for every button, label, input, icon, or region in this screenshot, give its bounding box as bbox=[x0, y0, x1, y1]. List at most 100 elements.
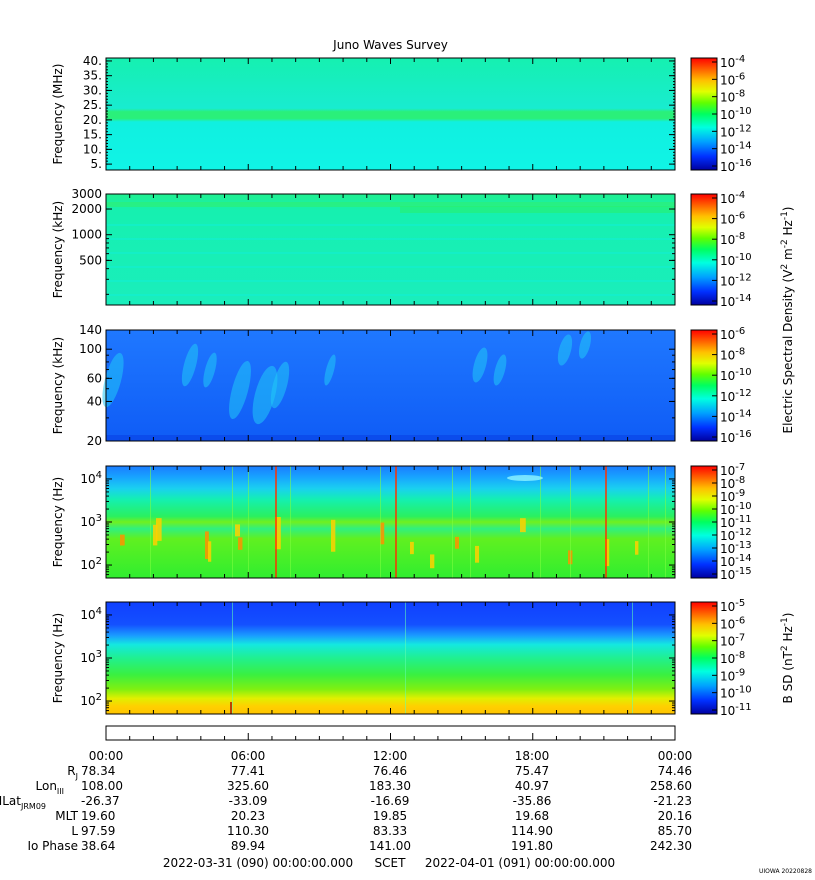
x-tick-label: 12:00 bbox=[373, 749, 408, 763]
colorbar-tick-label: 10-8 bbox=[720, 231, 745, 247]
y-tick-label: 30. bbox=[83, 83, 102, 97]
y-tick-label: 40 bbox=[87, 394, 102, 408]
x-tick-label: 06:00 bbox=[231, 749, 266, 763]
ephemeris-value: -33.09 bbox=[229, 794, 268, 808]
x-tick-label: 00:00 bbox=[658, 749, 693, 763]
spectral-line bbox=[106, 266, 675, 268]
y-tick-label: 25. bbox=[83, 98, 102, 112]
ephemeris-value: 20.16 bbox=[658, 809, 692, 823]
spectrogram-panel1 bbox=[106, 58, 675, 170]
y-tick-label: 100 bbox=[79, 342, 102, 356]
colorbar-tick-label: 10-8 bbox=[720, 475, 745, 491]
colorbar-panel3 bbox=[690, 329, 718, 442]
wave-burst bbox=[331, 519, 336, 552]
emission-streak bbox=[229, 360, 251, 420]
emission-streak bbox=[102, 352, 124, 408]
ephemeris-label: Io Phase bbox=[27, 839, 78, 853]
ephemeris-value: 242.30 bbox=[650, 839, 692, 853]
impulse-line bbox=[395, 466, 397, 578]
ephemeris-value: 258.60 bbox=[650, 779, 692, 793]
y-tick-label: 5. bbox=[91, 157, 102, 171]
emission-streak bbox=[270, 361, 290, 409]
ephemeris-value: 141.00 bbox=[369, 839, 411, 853]
colorbar-tick-label: 10-12 bbox=[720, 272, 752, 288]
impulse-line bbox=[648, 466, 649, 578]
wave-burst bbox=[205, 531, 209, 559]
colorbar-tick-label: 10-10 bbox=[720, 252, 752, 268]
spectrogram-panel4 bbox=[106, 466, 675, 578]
colorbar-tick-label: 10-7 bbox=[720, 462, 745, 478]
colorbar-tick-label: 10-10 bbox=[720, 501, 752, 517]
y-tick-label: 2000 bbox=[71, 202, 102, 216]
y-tick-label: 103 bbox=[80, 649, 102, 665]
spectral-line bbox=[106, 252, 675, 254]
y-axis-label: Frequency (kHz) bbox=[51, 337, 65, 434]
emission-band bbox=[400, 206, 675, 213]
colorbar-tick-label: 10-10 bbox=[720, 106, 752, 122]
ephemeris-value: 20.23 bbox=[231, 809, 265, 823]
emission-streak bbox=[203, 352, 217, 388]
colorbar-tick-label: 10-4 bbox=[720, 190, 745, 206]
colorbar-tick-label: 10-6 bbox=[720, 71, 745, 87]
ephemeris-value: 19.60 bbox=[81, 809, 115, 823]
colorbar-panel2 bbox=[690, 193, 718, 306]
ephemeris-label: LonIII bbox=[36, 779, 65, 796]
ephemeris-value: 97.59 bbox=[81, 824, 115, 838]
ephemeris-label: MLatJRM09 bbox=[0, 794, 46, 811]
wave-burst bbox=[275, 517, 281, 550]
ephemeris-value: -35.86 bbox=[513, 794, 552, 808]
ephemeris-value: 85.70 bbox=[658, 824, 692, 838]
emission-streak bbox=[252, 365, 278, 425]
y-tick-label: 500 bbox=[79, 253, 102, 267]
ephemeris-value: 19.68 bbox=[515, 809, 549, 823]
colorbar-tick-label: 10-16 bbox=[720, 158, 752, 174]
impulse-line bbox=[150, 466, 151, 578]
chart-title: Juno Waves Survey bbox=[332, 38, 448, 52]
impulse-line bbox=[540, 466, 541, 578]
y-tick-label: 20 bbox=[87, 434, 102, 448]
wave-burst bbox=[605, 539, 610, 567]
colorbar-tick-label: 10-16 bbox=[720, 429, 752, 445]
y-axis-label: Frequency (Hz) bbox=[51, 477, 65, 568]
impulse-line bbox=[380, 466, 381, 578]
emission-streak bbox=[557, 334, 573, 366]
emission-streak bbox=[578, 331, 592, 359]
impulse-line bbox=[570, 466, 571, 578]
colorbar-tick-label: 10-8 bbox=[720, 347, 745, 363]
colorbar-tick-label: 10-14 bbox=[720, 553, 752, 569]
ephemeris-label: RJ bbox=[67, 764, 78, 781]
ephemeris-value: 38.64 bbox=[81, 839, 115, 853]
y-axis-label: Frequency (kHz) bbox=[51, 201, 65, 298]
spectrogram-panel5 bbox=[106, 602, 675, 714]
colorbar-tick-label: 10-6 bbox=[720, 615, 745, 631]
colorbar-tick-label: 10-5 bbox=[720, 598, 745, 614]
wave-burst bbox=[208, 541, 212, 562]
wave-burst bbox=[380, 522, 385, 545]
wave-burst bbox=[156, 518, 162, 541]
impulse-line bbox=[230, 702, 232, 714]
impulse-line bbox=[632, 602, 633, 714]
ephemeris-value: -21.23 bbox=[653, 794, 692, 808]
impulse-line bbox=[248, 466, 249, 578]
wave-burst bbox=[153, 524, 158, 546]
ephemeris-value: 108.00 bbox=[81, 779, 123, 793]
emission-streak bbox=[324, 354, 336, 386]
colorbar-tick-label: 10-8 bbox=[720, 650, 745, 666]
wave-burst bbox=[235, 524, 241, 537]
emission-streak bbox=[472, 347, 488, 383]
y-tick-label: 35. bbox=[83, 69, 102, 83]
impulse-line bbox=[275, 466, 277, 578]
wave-burst bbox=[520, 518, 526, 533]
y-tick-label: 103 bbox=[80, 513, 102, 529]
spectral-line bbox=[106, 294, 675, 296]
colorbar-tick-label: 10-10 bbox=[720, 367, 752, 383]
y-tick-label: 15. bbox=[83, 128, 102, 142]
spectral-line bbox=[106, 280, 675, 282]
ephemeris-value: 19.85 bbox=[373, 809, 407, 823]
ephemeris-value: 89.94 bbox=[231, 839, 265, 853]
y-tick-label: 102 bbox=[80, 556, 102, 572]
wave-burst bbox=[475, 545, 480, 563]
x-tick-label: 00:00 bbox=[89, 749, 124, 763]
colorbar-tick-label: 10-12 bbox=[720, 123, 752, 139]
